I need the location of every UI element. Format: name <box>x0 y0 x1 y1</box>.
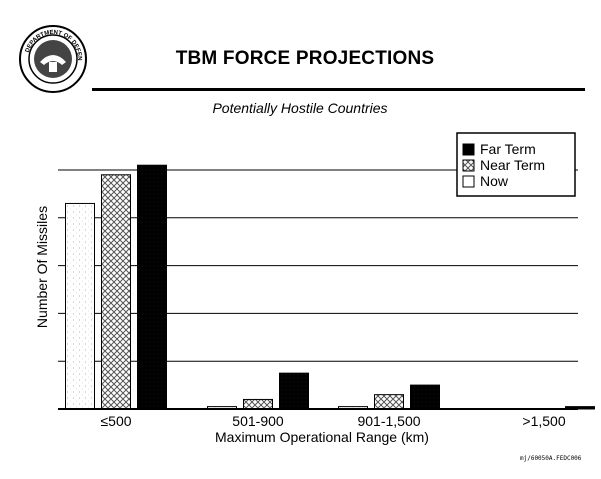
bar-far-term <box>137 164 167 410</box>
dod-seal-icon: DEPARTMENT OF DEFENSE <box>18 24 87 93</box>
legend-label-now: Now <box>480 173 509 189</box>
legend-swatch-now <box>462 175 475 188</box>
chart-subtitle: Potentially Hostile Countries <box>212 100 388 116</box>
title-divider <box>92 88 585 91</box>
x-tick-label: ≤500 <box>100 413 131 429</box>
legend-label-far-term: Far Term <box>480 141 536 157</box>
bar-now <box>65 202 95 410</box>
x-tick-label: 501-900 <box>232 413 284 429</box>
legend-label-near-term: Near Term <box>480 157 545 173</box>
y-axis-label: Number Of Missiles <box>34 206 50 328</box>
page-title: TBM FORCE PROJECTIONS <box>175 48 435 69</box>
x-tick-label: 901-1,500 <box>357 413 420 429</box>
bar-far-term <box>410 384 440 410</box>
x-axis-label: Maximum Operational Range (km) <box>215 429 429 445</box>
bar-near-term <box>374 394 404 410</box>
legend-swatch-far-term <box>462 143 475 156</box>
bar-far-term <box>279 372 309 410</box>
x-tick-label: >1,500 <box>522 413 565 429</box>
bar-near-term <box>101 174 131 410</box>
bar-near-term <box>243 398 273 410</box>
legend-swatch-near-term <box>462 159 475 172</box>
document-code: mj/60050A.FEDC006 <box>520 455 582 462</box>
bar-far-term <box>565 406 595 410</box>
